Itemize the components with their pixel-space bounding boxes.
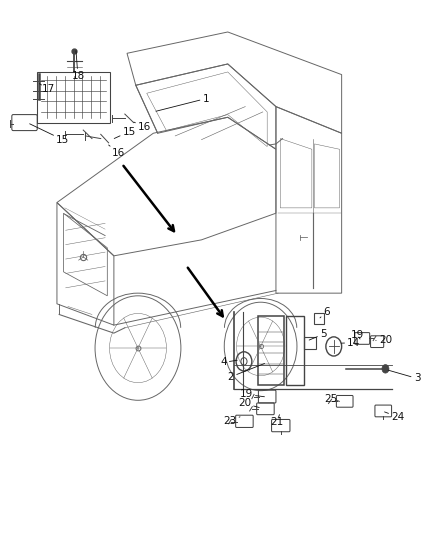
Text: 17: 17 <box>39 84 55 94</box>
Text: 23: 23 <box>223 416 240 426</box>
Text: 16: 16 <box>109 145 125 158</box>
Circle shape <box>382 365 389 373</box>
Text: 18: 18 <box>71 51 85 81</box>
Bar <box>258 316 284 385</box>
Text: 5: 5 <box>309 329 327 340</box>
Text: 14: 14 <box>341 338 360 348</box>
Text: 15: 15 <box>30 124 69 144</box>
Text: 21: 21 <box>270 415 283 427</box>
Bar <box>286 316 304 385</box>
Bar <box>304 337 316 349</box>
Text: 24: 24 <box>385 412 404 422</box>
Text: 16: 16 <box>134 122 151 132</box>
Text: 6: 6 <box>320 307 330 318</box>
Text: 20: 20 <box>376 335 392 345</box>
Text: 1: 1 <box>156 94 209 111</box>
Text: 20: 20 <box>238 399 259 408</box>
Text: 19: 19 <box>240 390 265 399</box>
Text: 4: 4 <box>220 358 237 367</box>
Text: 15: 15 <box>114 127 136 139</box>
Text: 2: 2 <box>227 364 265 382</box>
Text: 19: 19 <box>351 330 364 340</box>
Bar <box>37 72 110 123</box>
Text: 25: 25 <box>324 394 339 403</box>
Bar <box>314 313 324 324</box>
Text: 3: 3 <box>388 370 420 383</box>
